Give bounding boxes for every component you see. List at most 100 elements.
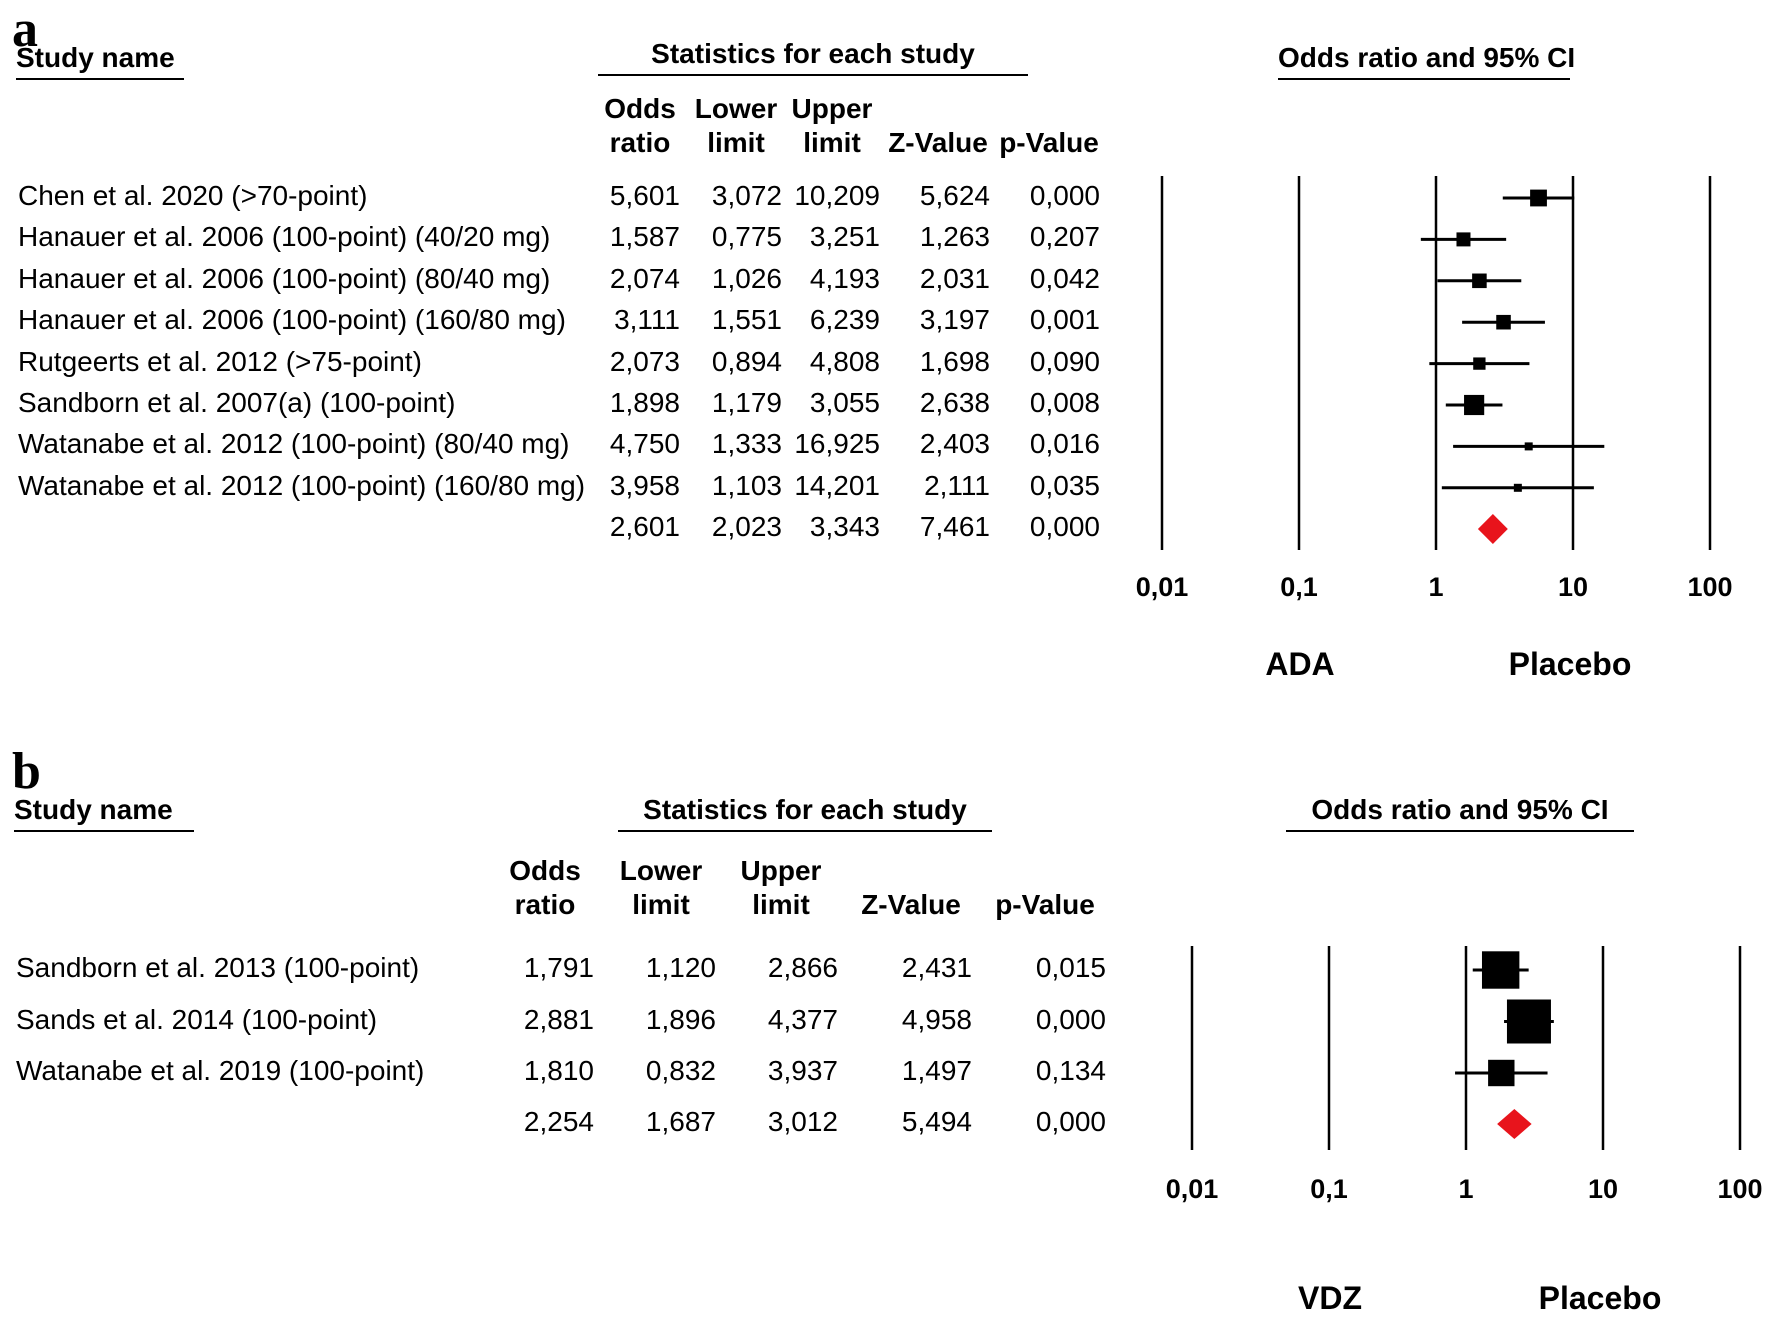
- study-name-cell: Rutgeerts et al. 2012 (>75-point): [18, 345, 422, 377]
- stat-cell-p: 0,001: [1029, 304, 1100, 336]
- summary-cell-z: 5,494: [901, 1106, 972, 1137]
- summary-cell-upper: 3,343: [809, 511, 880, 542]
- stat-cell-odds: 1,791: [523, 952, 594, 983]
- column-header-odds-ratio: Odds ratio: [604, 93, 676, 158]
- forest-plot-panel-b: b Study name Statistics for each study O…: [0, 740, 1772, 1332]
- summary-cell-upper: 3,012: [767, 1106, 838, 1137]
- stat-cell-z: 4,958: [901, 1003, 972, 1035]
- summary-cell-z: 7,461: [919, 511, 990, 542]
- axis-tick-label: 100: [1687, 572, 1733, 602]
- stat-cell-odds: 3,958: [609, 469, 680, 501]
- stat-cell-z: 1,263: [919, 221, 990, 253]
- study-marker: [1506, 999, 1551, 1044]
- stat-cell-z: 2,031: [919, 262, 990, 294]
- stat-cell-lower: 1,120: [645, 952, 716, 983]
- stat-cell-upper: 4,377: [767, 1003, 838, 1035]
- stat-cell-odds: 2,074: [609, 262, 680, 294]
- stat-cell-p: 0,207: [1029, 221, 1100, 253]
- study-marker: [1530, 189, 1547, 207]
- column-header-z-value: Z-Value: [888, 127, 988, 158]
- forest-plot-b: [1190, 946, 1742, 1150]
- study-marker: [1524, 442, 1533, 451]
- stat-cell-upper: 4,193: [809, 262, 880, 294]
- study-marker: [1456, 232, 1471, 247]
- stat-cell-odds: 3,111: [614, 304, 680, 336]
- favors-right-label: Placebo: [1538, 1280, 1662, 1316]
- stat-cell-p: 0,016: [1029, 428, 1100, 460]
- axis-tick-label: 100: [1717, 1174, 1763, 1204]
- stat-cell-z: 2,638: [919, 387, 990, 418]
- summary-cell-p: 0,000: [1029, 511, 1100, 542]
- study-name-cell: Sands et al. 2014 (100-point): [16, 1003, 378, 1035]
- plot-header: Odds ratio and 95% CI: [1278, 42, 1575, 80]
- summary-cell-lower: 2,023: [711, 511, 782, 542]
- study-name-cell: Watanabe et al. 2012 (100-point) (80/40 …: [18, 428, 570, 460]
- stat-cell-lower: 0,832: [645, 1055, 716, 1086]
- stat-cell-lower: 0,775: [711, 221, 782, 253]
- axis-tick-label: 0,01: [1165, 1174, 1219, 1204]
- forest-plot-panel-a: a Study name Statistics for each study O…: [12, 1, 1733, 683]
- panel-label: a: [12, 1, 38, 58]
- stat-cell-p: 0,035: [1029, 469, 1100, 501]
- stat-cell-odds: 1,587: [609, 221, 680, 253]
- stat-cell-lower: 1,896: [645, 1003, 716, 1035]
- stat-cell-upper: 14,201: [794, 469, 880, 501]
- axis-tick-label: 10: [1587, 1174, 1619, 1204]
- stat-cell-p: 0,000: [1029, 180, 1100, 211]
- axis-tick-label: 1: [1458, 1174, 1474, 1204]
- stat-cell-lower: 1,179: [711, 387, 782, 418]
- stat-cell-upper: 3,055: [809, 387, 880, 418]
- stat-cell-lower: 1,026: [711, 262, 782, 294]
- column-header-z-value: Z-Value: [861, 889, 961, 920]
- stat-cell-lower: 1,103: [711, 469, 782, 501]
- stat-cell-z: 1,698: [919, 345, 990, 377]
- study-name-cell: Watanabe et al. 2012 (100-point) (160/80…: [18, 469, 586, 501]
- stat-cell-p: 0,134: [1035, 1055, 1106, 1086]
- stat-cell-upper: 10,209: [794, 180, 880, 211]
- stat-cell-p: 0,042: [1029, 262, 1100, 294]
- stat-cell-odds: 1,810: [523, 1055, 594, 1086]
- stat-cell-lower: 1,551: [711, 304, 782, 336]
- column-header-odds-ratio: Odds ratio: [509, 855, 581, 920]
- study-name-cell: Sandborn et al. 2007(a) (100-point): [18, 387, 456, 418]
- summary-diamond: [1477, 514, 1508, 544]
- study-marker: [1496, 314, 1511, 330]
- column-header-upper-limit: Upper limit: [740, 855, 822, 920]
- stats-header: Statistics for each study: [598, 38, 1028, 76]
- stat-cell-lower: 3,072: [711, 180, 782, 211]
- stat-cell-z: 2,403: [919, 428, 990, 460]
- study-marker: [1472, 273, 1487, 289]
- stat-cell-p: 0,015: [1035, 952, 1106, 983]
- column-header-lower-limit: Lower limit: [694, 93, 778, 158]
- stat-cell-z: 2,111: [924, 469, 990, 501]
- favors-left-label: ADA: [1265, 646, 1335, 682]
- stat-cell-upper: 3,937: [767, 1055, 838, 1086]
- axis-tick-label: 0,1: [1280, 572, 1318, 602]
- stat-cell-z: 3,197: [919, 304, 990, 336]
- axis-tick-label: 10: [1557, 572, 1589, 602]
- study-name-cell: Hanauer et al. 2006 (100-point) (40/20 m…: [18, 221, 551, 253]
- stats-header: Statistics for each study: [618, 794, 992, 832]
- study-name-cell: Watanabe et al. 2019 (100-point): [16, 1055, 425, 1086]
- stat-cell-p: 0,000: [1035, 1003, 1106, 1035]
- stat-cell-z: 1,497: [901, 1055, 972, 1086]
- stat-cell-odds: 5,601: [609, 180, 680, 211]
- study-marker: [1488, 1059, 1515, 1087]
- study-name-cell: Chen et al. 2020 (>70-point): [18, 180, 368, 211]
- axis-tick-label: 0,1: [1310, 1174, 1348, 1204]
- stat-cell-odds: 4,750: [609, 428, 680, 460]
- favors-left-label: VDZ: [1298, 1280, 1362, 1316]
- study-marker: [1513, 483, 1522, 492]
- stat-cell-lower: 1,333: [711, 428, 782, 460]
- column-header-upper-limit: Upper limit: [791, 93, 873, 158]
- summary-diamond: [1497, 1109, 1532, 1139]
- stat-cell-upper: 3,251: [809, 221, 880, 253]
- stat-cell-z: 2,431: [901, 952, 972, 983]
- study-name-cell: Sandborn et al. 2013 (100-point): [16, 952, 420, 983]
- plot-header: Odds ratio and 95% CI: [1286, 794, 1634, 832]
- column-header-p-value: p-Value: [999, 127, 1099, 158]
- stat-cell-upper: 2,866: [767, 952, 838, 983]
- study-marker: [1464, 394, 1485, 416]
- summary-cell-odds: 2,601: [609, 511, 680, 542]
- stat-cell-odds: 1,898: [609, 387, 680, 418]
